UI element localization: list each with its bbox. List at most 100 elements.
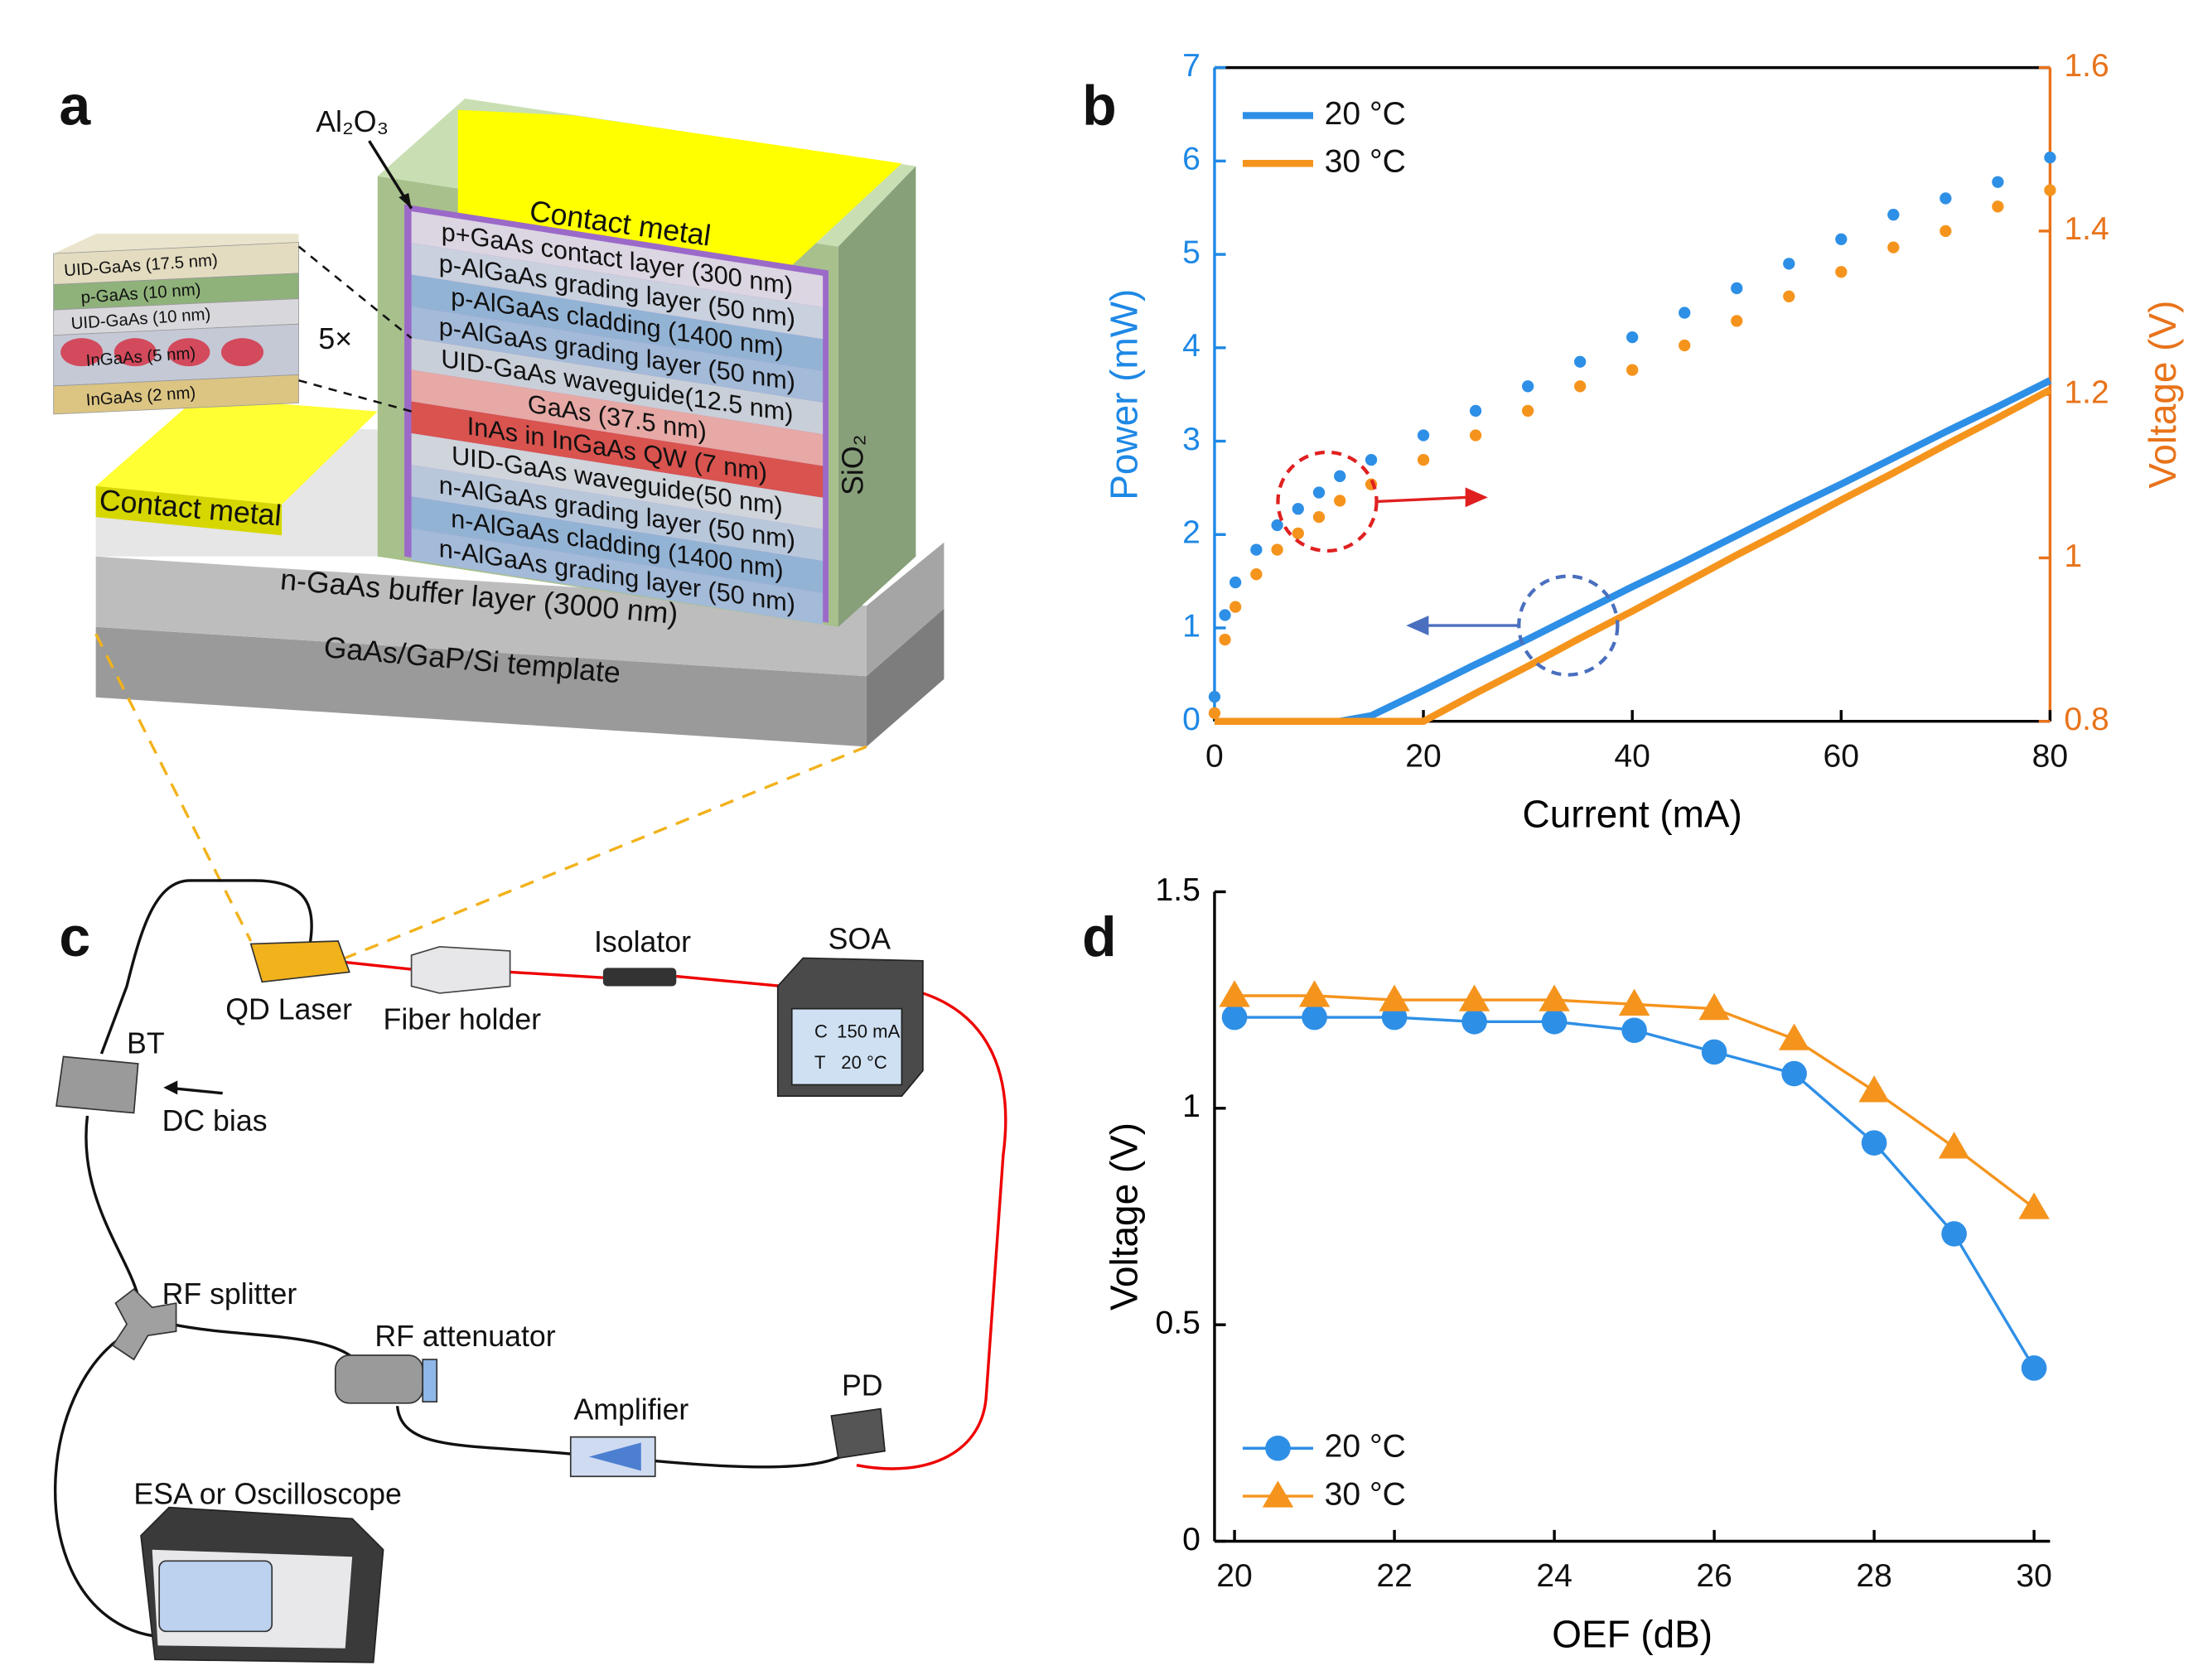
data-marker [1334, 470, 1346, 482]
component-label: Isolator [594, 925, 691, 958]
series-line [1234, 1016, 2036, 1369]
component-label: QD Laser [225, 992, 352, 1026]
quantum-dot [221, 338, 264, 367]
annotation-arrowhead [1406, 616, 1429, 635]
template-front [95, 626, 867, 747]
cable [99, 879, 313, 1055]
y-tick-label: 0.5 [1156, 1305, 1200, 1340]
data-marker [2021, 1355, 2047, 1381]
screen-text: T [814, 1052, 826, 1073]
fiber [345, 960, 412, 971]
quantum-dot [167, 338, 210, 367]
layer [411, 401, 824, 498]
template-side [866, 608, 944, 747]
data-marker [1292, 503, 1304, 515]
data-marker [1298, 980, 1331, 1007]
x-tick-label: 28 [1856, 1558, 1892, 1594]
panel-label: c [59, 905, 90, 968]
x-tick-label: 30 [2016, 1558, 2052, 1594]
fiber [510, 970, 603, 979]
data-marker [1271, 519, 1283, 532]
data-marker [1731, 282, 1743, 295]
y-axis-label: Voltage (V) [1103, 1122, 1146, 1311]
repeat-label: 5× [318, 322, 352, 355]
data-marker [1417, 453, 1430, 466]
screen-text: C [814, 1021, 828, 1041]
y-tick-label: 1.5 [1156, 872, 1200, 908]
data-marker [1219, 609, 1231, 621]
data-marker [1208, 690, 1221, 703]
data-marker [1219, 633, 1231, 646]
chart: 0 20 40 60 80 0 1 2 3 4 5 6 7 0.8 1 1.2 1.4 1.6 Current (m… [1103, 48, 2184, 836]
cable [655, 1452, 847, 1469]
data-marker [1940, 192, 1952, 205]
panel-label: a [59, 75, 91, 138]
data-marker [1292, 527, 1304, 540]
fiber [676, 974, 783, 988]
data-marker [1941, 1221, 1967, 1247]
x-tick-label: 20 [1216, 1558, 1253, 1594]
data-marker [1250, 568, 1263, 581]
layer [411, 465, 824, 562]
component-label: RF splitter [162, 1277, 297, 1311]
y-tick-label: 0 [1182, 1522, 1200, 1557]
buffer-side [866, 542, 944, 677]
series-line [1214, 377, 2052, 725]
data-marker [1783, 258, 1795, 270]
legend-label: 30 °C [1325, 1476, 1406, 1512]
data-marker [1679, 307, 1691, 319]
component-label: Amplifier [573, 1393, 688, 1426]
qd-laser [249, 940, 350, 983]
panel-label: b [1082, 75, 1117, 138]
inset-top [53, 234, 299, 254]
rf-splitter [111, 1287, 177, 1361]
layer [411, 306, 824, 403]
legend-marker [1262, 1480, 1294, 1508]
quantum-dot [60, 338, 104, 367]
rf-attenuator [334, 1354, 424, 1404]
passivation-label: SiO₂ [837, 435, 870, 495]
data-marker [1458, 984, 1490, 1011]
x-tick-label: 0 [1205, 738, 1224, 774]
data-marker [2018, 1192, 2050, 1219]
data-marker [1783, 290, 1795, 302]
isolator [602, 968, 677, 987]
data-marker [1887, 209, 1900, 221]
buffer-front [95, 556, 867, 677]
y-axis-label: Power (mW) [1103, 289, 1146, 500]
y-tick-label: 2 [1182, 515, 1200, 551]
layer [411, 274, 824, 371]
data-marker [1417, 429, 1430, 442]
y-tick-label: 0 [1182, 702, 1200, 737]
zoom-line [94, 633, 253, 942]
fiber-holder [410, 945, 511, 994]
y-tick-label: 3 [1182, 422, 1200, 457]
chart: 20 22 24 26 28 30 0 0.5 1 1.5 OEF (dB) Voltage (V) 2… [1103, 872, 2052, 1655]
photodetector [830, 1407, 886, 1460]
side-contact-front [95, 485, 283, 536]
x-axis-label: OEF (dB) [1552, 1612, 1713, 1655]
x-tick-label: 26 [1696, 1558, 1732, 1594]
data-marker [1539, 984, 1570, 1011]
panel-label: d [1082, 905, 1117, 968]
component-label: Fiber holder [384, 1002, 542, 1036]
screen-text: 20 °C [841, 1052, 887, 1073]
data-marker [1250, 543, 1263, 556]
data-marker [1940, 224, 1952, 238]
annotation-arrowhead [1465, 487, 1488, 508]
data-marker [1626, 331, 1639, 344]
screen-text: 150 mA [837, 1021, 900, 1041]
data-marker [1379, 984, 1410, 1011]
quantum-dot [114, 338, 157, 367]
legend-label: 30 °C [1325, 144, 1406, 180]
data-marker [1698, 992, 1730, 1021]
data-marker [1621, 1017, 1647, 1044]
data-marker [1679, 339, 1691, 352]
attenuator-knob [422, 1359, 438, 1402]
cable [171, 1322, 356, 1361]
data-marker [1208, 707, 1221, 720]
y-tick-label: 1 [1182, 608, 1200, 644]
component-label: PD [842, 1369, 883, 1402]
data-marker [1778, 1023, 1810, 1050]
